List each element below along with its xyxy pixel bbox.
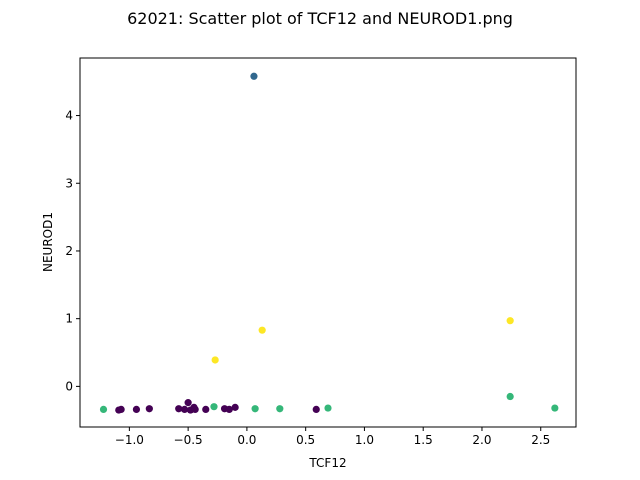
data-point-green	[551, 404, 559, 412]
data-point-purple	[145, 405, 153, 413]
chart-title: 62021: Scatter plot of TCF12 and NEUROD1…	[127, 9, 513, 28]
y-axis-label: NEUROD1	[41, 212, 55, 272]
data-point-purple	[181, 405, 189, 413]
data-point-purple	[202, 405, 210, 413]
y-axis: 0 1 2 3 4	[65, 109, 80, 393]
data-point-yellow	[211, 356, 219, 364]
data-point-purple	[132, 405, 141, 413]
plot-area	[79, 57, 577, 428]
x-axis: −1.0 −0.5 0.0 0.5 1.0 1.5 2.0 2.5	[115, 427, 550, 447]
data-point-green	[324, 404, 332, 412]
x-tick-label: −0.5	[174, 433, 203, 447]
data-point-purple	[191, 405, 199, 413]
data-point-green	[251, 405, 259, 413]
data-point-green	[210, 403, 218, 411]
data-point-blue	[250, 72, 258, 80]
x-tick-label: −1.0	[115, 433, 144, 447]
data-point-purple	[312, 405, 320, 413]
y-tick-label: 3	[65, 176, 73, 190]
x-tick-label: 0.5	[296, 433, 315, 447]
x-tick-label: 2.0	[472, 433, 491, 447]
data-point-yellow	[258, 326, 266, 334]
data-point-green	[276, 405, 284, 413]
data-point-purple	[231, 403, 239, 411]
data-point-purple	[117, 405, 125, 413]
x-tick-label: 1.0	[355, 433, 374, 447]
data-point-purple	[225, 405, 233, 413]
y-tick-label: 1	[65, 312, 73, 326]
data-points	[99, 72, 559, 414]
data-point-purple	[175, 405, 183, 413]
x-tick-label: 0.0	[237, 433, 256, 447]
y-tick-label: 4	[65, 109, 73, 123]
x-tick-label: 2.5	[531, 433, 550, 447]
data-point-green	[506, 392, 514, 401]
data-point-green	[99, 405, 108, 413]
data-point-purple	[184, 399, 192, 407]
x-axis-label: TCF12	[308, 456, 346, 470]
x-tick-label: 1.5	[414, 433, 433, 447]
y-tick-label: 0	[65, 379, 73, 393]
data-point-yellow	[506, 317, 514, 325]
y-tick-label: 2	[65, 244, 73, 258]
